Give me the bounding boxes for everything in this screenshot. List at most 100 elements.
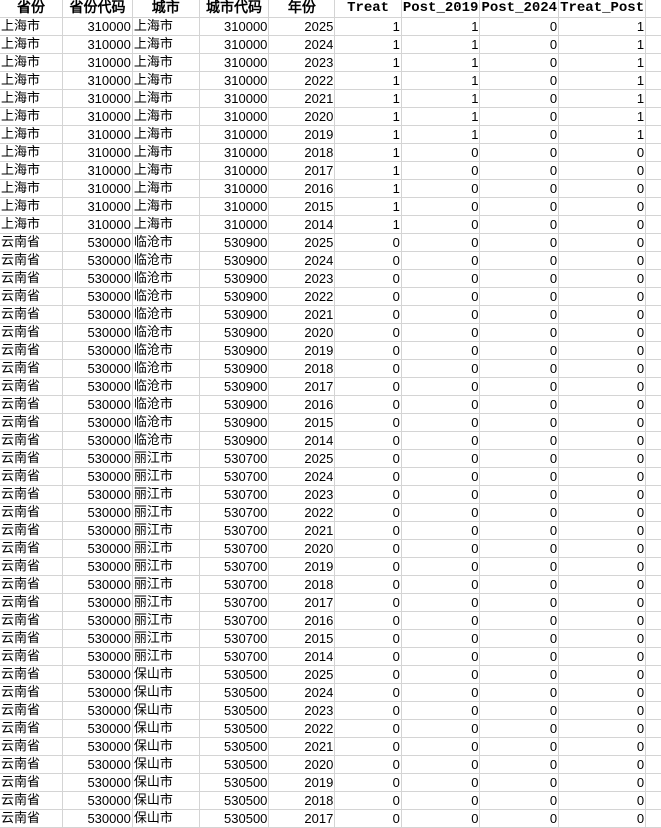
- cell-post-2019[interactable]: 0: [401, 323, 481, 342]
- cell-year[interactable]: 2019: [268, 773, 336, 792]
- empty-cell[interactable]: [645, 53, 661, 72]
- empty-cell[interactable]: [645, 575, 661, 594]
- cell-city[interactable]: 上海市: [132, 71, 200, 90]
- cell-province-code[interactable]: 310000: [62, 107, 133, 126]
- cell-treat-post[interactable]: 1: [558, 107, 647, 126]
- cell-post-2024[interactable]: 0: [479, 161, 560, 180]
- cell-city-code[interactable]: 530900: [199, 359, 270, 378]
- cell-year[interactable]: 2021: [268, 305, 336, 324]
- cell-post-2024[interactable]: 0: [479, 773, 560, 792]
- cell-post-2024[interactable]: 0: [479, 53, 560, 72]
- cell-treat[interactable]: 0: [334, 665, 402, 684]
- cell-province[interactable]: 云南省: [0, 287, 64, 306]
- empty-cell[interactable]: [645, 143, 661, 162]
- cell-city-code[interactable]: 530700: [199, 575, 270, 594]
- cell-post-2019[interactable]: 0: [401, 647, 481, 666]
- cell-city[interactable]: 上海市: [132, 161, 200, 180]
- cell-city[interactable]: 临沧市: [132, 413, 200, 432]
- empty-cell[interactable]: [645, 179, 661, 198]
- cell-city[interactable]: 丽江市: [132, 503, 200, 522]
- cell-year[interactable]: 2025: [268, 449, 336, 468]
- cell-post-2019[interactable]: 0: [401, 557, 481, 576]
- cell-city-code[interactable]: 530900: [199, 233, 270, 252]
- cell-treat-post[interactable]: 0: [558, 359, 647, 378]
- cell-treat-post[interactable]: 0: [558, 503, 647, 522]
- cell-year[interactable]: 2017: [268, 593, 336, 612]
- cell-post-2024[interactable]: 0: [479, 449, 560, 468]
- cell-treat[interactable]: 1: [334, 89, 402, 108]
- cell-year[interactable]: 2023: [268, 53, 336, 72]
- cell-treat[interactable]: 0: [334, 557, 402, 576]
- cell-province-code[interactable]: 530000: [62, 521, 133, 540]
- cell-city-code[interactable]: 530500: [199, 755, 270, 774]
- cell-treat-post[interactable]: 0: [558, 269, 647, 288]
- cell-city[interactable]: 丽江市: [132, 521, 200, 540]
- cell-treat[interactable]: 0: [334, 521, 402, 540]
- cell-post-2019[interactable]: 0: [401, 791, 481, 810]
- cell-year[interactable]: 2018: [268, 791, 336, 810]
- cell-province-code[interactable]: 530000: [62, 341, 133, 360]
- cell-city-code[interactable]: 530700: [199, 647, 270, 666]
- cell-post-2019[interactable]: 0: [401, 377, 481, 396]
- cell-year[interactable]: 2019: [268, 125, 336, 144]
- cell-city[interactable]: 临沧市: [132, 323, 200, 342]
- cell-year[interactable]: 2021: [268, 521, 336, 540]
- cell-city-code[interactable]: 310000: [199, 125, 270, 144]
- cell-treat-post[interactable]: 0: [558, 791, 647, 810]
- cell-province[interactable]: 云南省: [0, 611, 64, 630]
- cell-city-code[interactable]: 530500: [199, 683, 270, 702]
- cell-province-code[interactable]: 310000: [62, 143, 133, 162]
- empty-cell[interactable]: [645, 269, 661, 288]
- cell-treat[interactable]: 0: [334, 485, 402, 504]
- cell-province-code[interactable]: 530000: [62, 773, 133, 792]
- cell-treat-post[interactable]: 0: [558, 557, 647, 576]
- cell-treat-post[interactable]: 0: [558, 143, 647, 162]
- empty-cell[interactable]: [645, 197, 661, 216]
- cell-city-code[interactable]: 530500: [199, 701, 270, 720]
- cell-year[interactable]: 2024: [268, 35, 336, 54]
- cell-year[interactable]: 2016: [268, 611, 336, 630]
- cell-province-code[interactable]: 530000: [62, 791, 133, 810]
- empty-cell[interactable]: [645, 737, 661, 756]
- empty-cell[interactable]: [645, 233, 661, 252]
- cell-city[interactable]: 临沧市: [132, 359, 200, 378]
- empty-cell[interactable]: [645, 35, 661, 54]
- cell-city[interactable]: 临沧市: [132, 431, 200, 450]
- empty-cell[interactable]: [645, 701, 661, 720]
- cell-city-code[interactable]: 530700: [199, 485, 270, 504]
- cell-treat[interactable]: 0: [334, 755, 402, 774]
- cell-province-code[interactable]: 530000: [62, 593, 133, 612]
- empty-cell[interactable]: [645, 521, 661, 540]
- cell-post-2019[interactable]: 1: [401, 107, 481, 126]
- cell-province-code[interactable]: 310000: [62, 71, 133, 90]
- cell-treat-post[interactable]: 0: [558, 521, 647, 540]
- cell-treat[interactable]: 0: [334, 701, 402, 720]
- cell-year[interactable]: 2024: [268, 683, 336, 702]
- cell-treat-post[interactable]: 0: [558, 575, 647, 594]
- cell-province[interactable]: 上海市: [0, 125, 64, 144]
- column-header-province-code[interactable]: 省份代码: [62, 0, 133, 18]
- cell-post-2024[interactable]: 0: [479, 215, 560, 234]
- cell-year[interactable]: 2018: [268, 359, 336, 378]
- cell-city-code[interactable]: 310000: [199, 161, 270, 180]
- cell-year[interactable]: 2022: [268, 71, 336, 90]
- cell-city[interactable]: 保山市: [132, 665, 200, 684]
- cell-treat[interactable]: 0: [334, 269, 402, 288]
- cell-city[interactable]: 临沧市: [132, 377, 200, 396]
- cell-treat[interactable]: 0: [334, 539, 402, 558]
- empty-cell[interactable]: [645, 719, 661, 738]
- cell-post-2024[interactable]: 0: [479, 593, 560, 612]
- cell-city[interactable]: 丽江市: [132, 611, 200, 630]
- cell-treat[interactable]: 0: [334, 467, 402, 486]
- cell-treat-post[interactable]: 0: [558, 413, 647, 432]
- cell-treat[interactable]: 0: [334, 809, 402, 828]
- cell-province[interactable]: 云南省: [0, 521, 64, 540]
- cell-province[interactable]: 云南省: [0, 413, 64, 432]
- empty-cell[interactable]: [645, 503, 661, 522]
- cell-post-2024[interactable]: 0: [479, 719, 560, 738]
- cell-treat-post[interactable]: 0: [558, 449, 647, 468]
- cell-post-2024[interactable]: 0: [479, 197, 560, 216]
- cell-post-2024[interactable]: 0: [479, 179, 560, 198]
- cell-post-2024[interactable]: 0: [479, 665, 560, 684]
- cell-treat-post[interactable]: 0: [558, 683, 647, 702]
